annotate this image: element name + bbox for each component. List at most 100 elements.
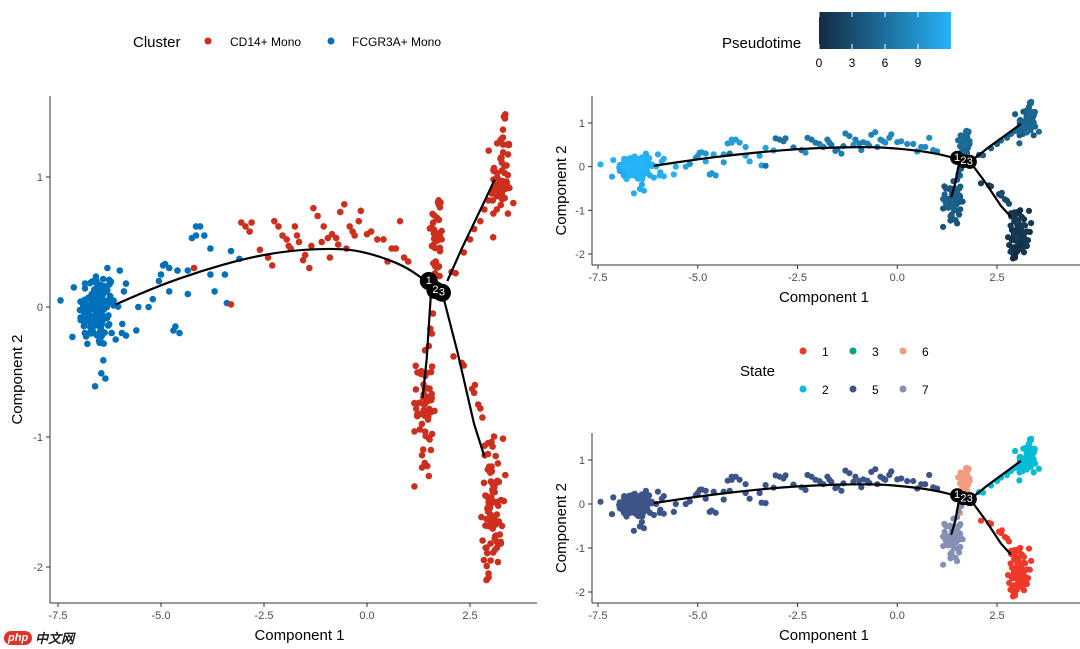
cell-point: [1013, 586, 1021, 593]
cell-point: [489, 443, 496, 450]
cell-point: [149, 295, 157, 303]
cell-point: [621, 155, 628, 162]
cell-point: [106, 279, 114, 287]
cell-point: [610, 494, 617, 501]
cell-point: [301, 251, 309, 259]
cell-points: [57, 111, 517, 584]
cell-point: [1004, 572, 1012, 579]
cell-point: [941, 520, 948, 528]
cell-point: [432, 258, 440, 265]
cell-point: [122, 332, 130, 339]
cell-point: [639, 501, 646, 508]
cell-point: [940, 205, 947, 212]
cell-point: [838, 150, 845, 157]
x-axis-title: Component 1: [254, 627, 344, 644]
cell-point: [480, 556, 488, 564]
panel-state: -7.5 -5.0 -2.5 0.0 2.5 1 0 -1 -2 Component 1 Compo…: [553, 433, 1080, 644]
branch-node-label: 1: [426, 275, 432, 287]
cell-point: [184, 267, 192, 274]
cell-point: [635, 494, 642, 501]
cell-point: [756, 489, 763, 497]
cell-point: [433, 214, 441, 222]
cell-point: [762, 482, 769, 489]
cell-point: [1027, 437, 1034, 444]
state-legend-swatch: [849, 385, 857, 393]
cell-point: [628, 507, 635, 514]
cell-point: [100, 315, 108, 323]
cell-point: [83, 314, 90, 321]
cell-point: [710, 488, 717, 495]
cell-point: [416, 426, 424, 433]
cell-point: [672, 500, 679, 508]
cell-point: [91, 383, 99, 390]
cell-point: [429, 210, 436, 218]
cell-point: [1009, 255, 1017, 262]
cell-point: [104, 264, 111, 272]
cluster-legend: Cluster CD14+ Mono FCGR3A+ Mono: [133, 34, 441, 51]
cell-point: [950, 553, 957, 560]
trajectory-branch-lower-left: [421, 293, 432, 399]
cell-point: [904, 478, 911, 485]
cell-point: [650, 174, 658, 181]
cell-point: [1030, 456, 1037, 463]
cell-point: [120, 288, 128, 295]
cell-point: [1017, 207, 1024, 214]
cell-point: [411, 399, 418, 407]
x-tick-label: -5.0: [688, 272, 707, 284]
x-axis-title: Component 1: [779, 627, 869, 644]
cell-point: [192, 223, 200, 230]
cell-point: [428, 363, 436, 370]
cell-point: [910, 140, 917, 148]
cell-point: [898, 475, 905, 482]
cell-point: [846, 470, 853, 477]
cell-point: [858, 484, 865, 491]
cell-point: [392, 245, 400, 252]
x-tick-label: -7.5: [49, 610, 68, 622]
cell-point: [497, 201, 505, 209]
cell-point: [648, 161, 656, 168]
cell-point: [1013, 219, 1020, 226]
pseudotime-legend: Pseudotime 0 3 6 9: [722, 12, 951, 70]
cell-point: [279, 232, 286, 239]
cell-point: [227, 301, 235, 308]
cell-point: [106, 292, 114, 300]
panel-cluster: -7.5 -5.0 -2.5 0.0 2.5 1 0 -1 -2 Component 1 Compo…: [9, 96, 537, 644]
state-legend-label: 3: [872, 345, 879, 359]
cell-point: [242, 223, 249, 230]
cell-point: [959, 536, 966, 543]
state-legend-title: State: [740, 363, 775, 380]
x-tick-label: 0.0: [359, 610, 374, 622]
cell-point: [479, 414, 486, 421]
branch-node: [432, 283, 451, 302]
cell-point: [620, 509, 628, 516]
cell-point: [283, 236, 291, 243]
cell-point: [1005, 200, 1013, 207]
cell-point: [926, 134, 933, 141]
cell-point: [1016, 140, 1023, 147]
cell-point: [79, 302, 87, 310]
cell-point: [396, 217, 404, 225]
cell-point: [1035, 465, 1042, 472]
y-tick-label: -2: [575, 587, 585, 599]
cell-point: [271, 217, 278, 225]
cell-point: [285, 242, 293, 250]
cell-point: [498, 196, 506, 203]
cell-point: [1013, 557, 1020, 564]
cell-point: [81, 285, 89, 292]
cell-point: [1017, 544, 1024, 551]
cell-point: [57, 297, 64, 304]
cell-point: [682, 163, 689, 170]
cell-point: [1016, 477, 1023, 484]
cell-point: [882, 139, 889, 146]
cell-point: [660, 173, 667, 180]
cell-point: [434, 264, 441, 271]
cell-point: [86, 279, 94, 287]
cell-point: [720, 159, 727, 166]
cell-point: [503, 141, 511, 148]
cell-point: [977, 517, 985, 524]
x-tick-label: -5.0: [688, 610, 707, 622]
cell-point: [84, 340, 91, 348]
cell-point: [956, 211, 963, 218]
state-legend-label: 6: [922, 345, 929, 359]
